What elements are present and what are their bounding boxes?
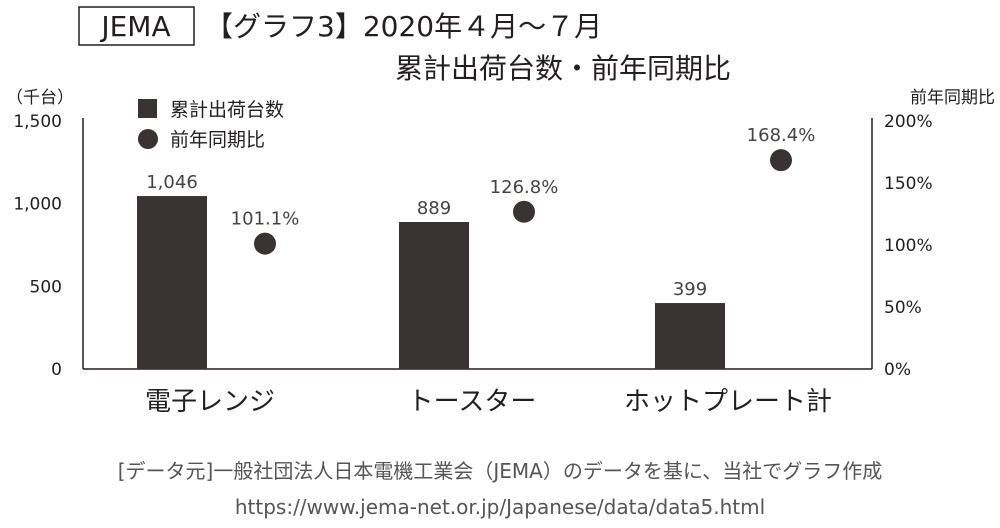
legend-bar-label: 累計出荷台数: [170, 99, 284, 121]
source-note: [データ元]一般社団法人日本電機工業会（JEMA）のデータを基に、当社でグラフ作…: [118, 459, 882, 483]
y2-tick-label: 50%: [884, 298, 922, 318]
badge-text: JEMA: [99, 10, 170, 43]
ratio-point: [513, 200, 535, 223]
ratio-series: 101.1% 126.8% 168.4%: [231, 125, 816, 255]
y-tick-label: 0: [51, 360, 62, 380]
chart-subtitle: 累計出荷台数・前年同期比: [395, 52, 731, 85]
bar: [137, 196, 207, 369]
y-tick-label: 1,000: [13, 195, 62, 215]
legend-dot-label: 前年同期比: [170, 129, 265, 151]
y-tick-label: 1,500: [13, 112, 62, 132]
badge-box: [78, 6, 195, 46]
ratio-value-label: 126.8%: [490, 177, 559, 198]
y2-axis-title: 前年同期比: [910, 88, 995, 108]
category-label: ホットプレート計: [624, 387, 832, 417]
y2-tick-label: 200%: [884, 112, 933, 132]
category-label: トースター: [408, 387, 537, 417]
y2-tick-label: 0%: [884, 360, 911, 380]
legend-dot-swatch: [138, 129, 158, 149]
bar: [399, 222, 469, 369]
legend-bar-swatch: [138, 99, 157, 118]
category-label: 電子レンジ: [145, 387, 275, 417]
y-tick-label: 500: [30, 277, 62, 297]
category-labels: 電子レンジ トースター ホットプレート計: [145, 387, 832, 417]
chart-title: 【グラフ3】2020年４月～７月: [205, 10, 602, 43]
ratio-value-label: 101.1%: [231, 209, 300, 230]
y2-tick-label: 100%: [884, 236, 933, 256]
bar-value-label: 1,046: [146, 172, 198, 193]
bar: [655, 303, 725, 369]
ratio-point: [254, 232, 276, 255]
bar-series: 1,046 889 399: [137, 172, 725, 369]
ratio-value-label: 168.4%: [747, 125, 816, 146]
y2-axis-ticks: 0% 50% 100% 150% 200%: [884, 112, 933, 380]
y2-tick-label: 150%: [884, 174, 933, 194]
source-url: https://www.jema-net.or.jp/Japanese/data…: [235, 495, 765, 519]
y-axis-ticks: 0 500 1,000 1,500: [13, 112, 62, 380]
bar-value-label: 399: [673, 279, 707, 300]
bar-value-label: 889: [417, 198, 451, 219]
y-axis-title: （千台）: [6, 88, 74, 108]
ratio-point: [770, 149, 792, 172]
